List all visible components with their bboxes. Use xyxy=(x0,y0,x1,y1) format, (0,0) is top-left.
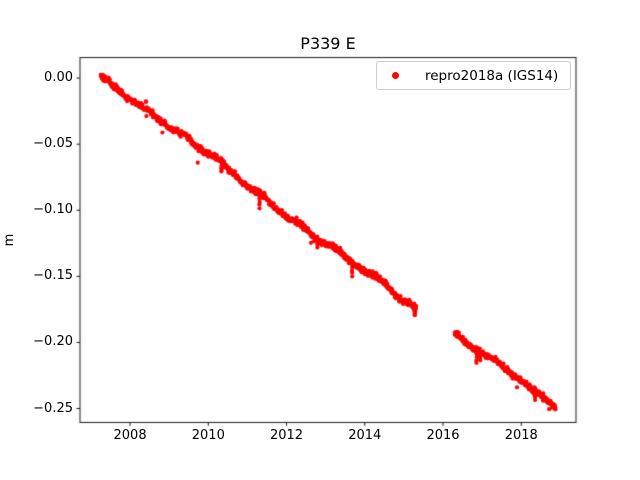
y-axis-label: m xyxy=(2,233,17,247)
x-tick-label: 2008 xyxy=(113,428,147,443)
y-tick-label: −0.15 xyxy=(33,268,73,284)
y-tick-label: −0.10 xyxy=(33,202,73,218)
y-tick-label: −0.25 xyxy=(33,400,73,416)
x-tick-label: 2010 xyxy=(191,428,225,443)
y-tick-label: −0.20 xyxy=(33,334,73,350)
legend: repro2018a (IGS14) xyxy=(376,61,571,90)
y-tick-label: −0.05 xyxy=(33,136,73,152)
y-tick-label: 0.00 xyxy=(44,70,73,86)
legend-label: repro2018a (IGS14) xyxy=(425,67,559,84)
x-tick-label: 2016 xyxy=(426,428,460,443)
x-tick-label: 2018 xyxy=(504,428,538,443)
chart-title: P339 E xyxy=(300,34,356,53)
legend-marker-dot-icon xyxy=(392,72,399,79)
x-tick-label: 2012 xyxy=(269,428,304,443)
x-tick-label: 2014 xyxy=(348,428,382,443)
